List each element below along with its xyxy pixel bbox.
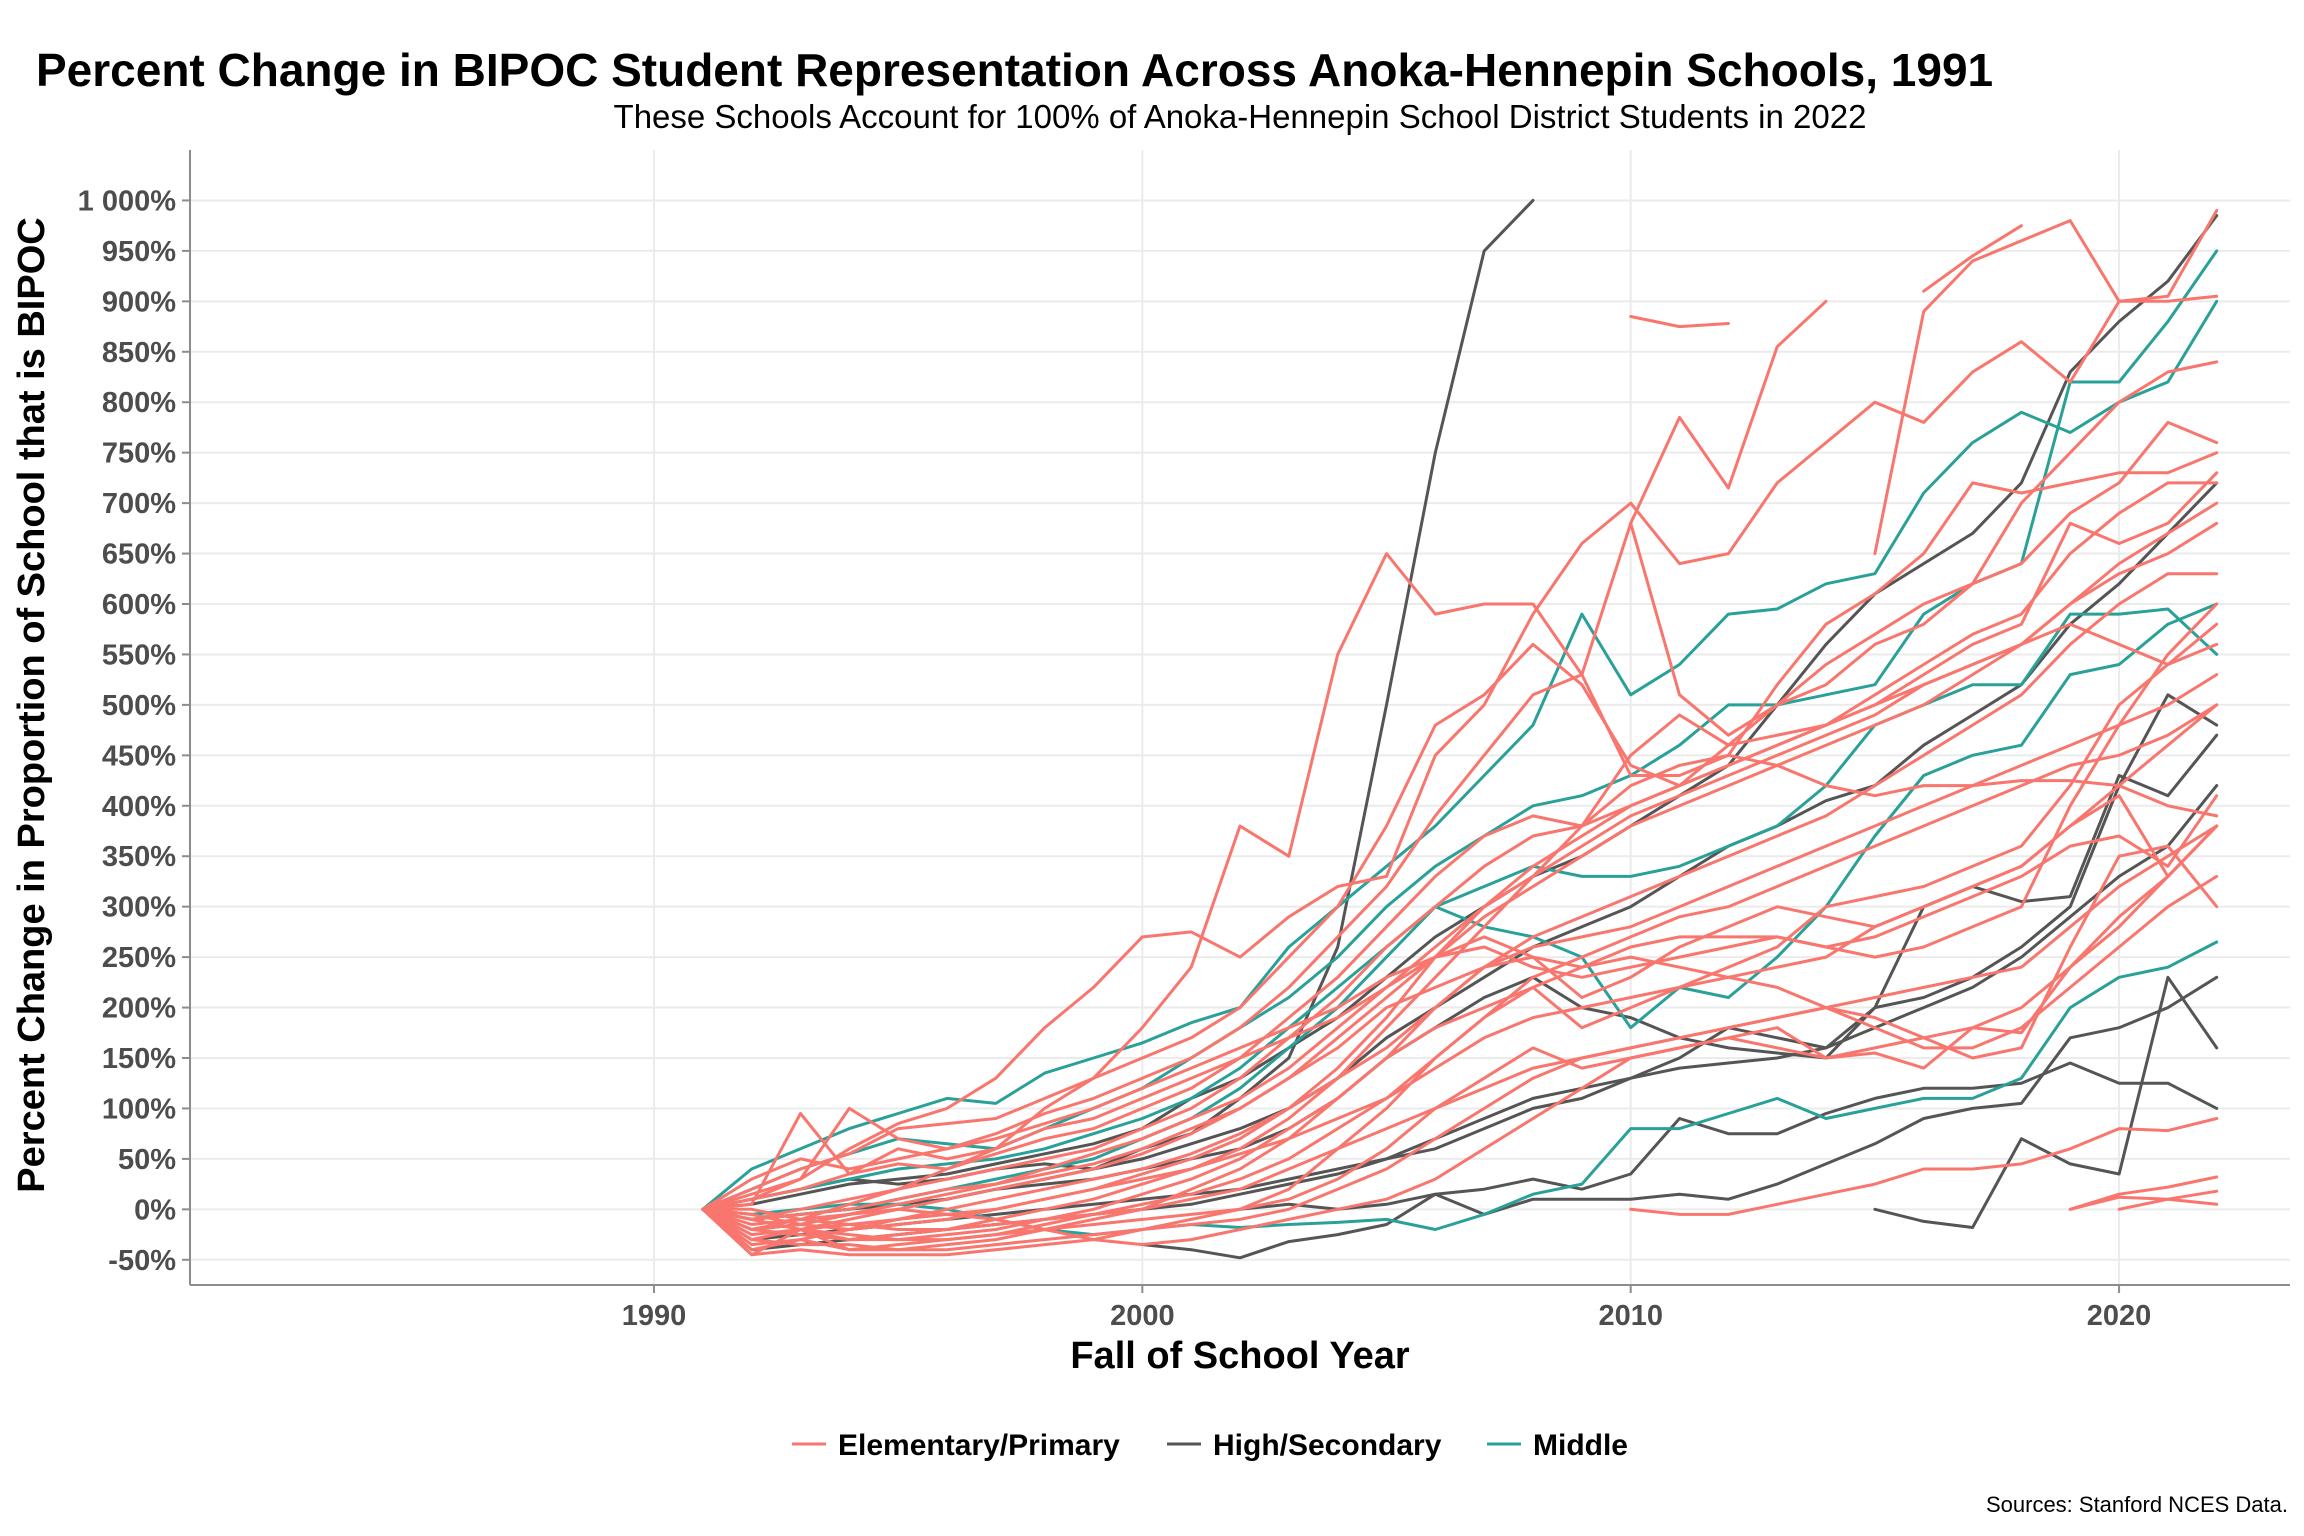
series-line-23 — [701, 481, 2219, 1221]
chart-title: Percent Change in BIPOC Student Represen… — [36, 44, 1993, 96]
series-line-6 — [1140, 1061, 2219, 1260]
y-tick-label-20: 950% — [102, 236, 176, 268]
y-tick-label-12: 550% — [102, 639, 176, 671]
series-line-41 — [1629, 1117, 2219, 1216]
y-tick-label-4: 150% — [102, 1043, 176, 1075]
series-line-16 — [1629, 315, 1730, 329]
series-line-8 — [1873, 975, 2219, 1229]
y-tick-label-0: -50% — [108, 1245, 176, 1277]
y-tick-label-1: 0% — [134, 1194, 176, 1226]
chart-subtitle: These Schools Account for 100% of Anoka-… — [614, 98, 1867, 135]
y-tick-label-21: 1 000% — [78, 185, 177, 217]
x-tick-label-2: 2010 — [1598, 1300, 1663, 1332]
y-tick-label-11: 500% — [102, 690, 176, 722]
series-line-18 — [1922, 224, 2023, 293]
series-line-44 — [2068, 1189, 2219, 1211]
legend-label-1: High/Secondary — [1213, 1429, 1442, 1462]
y-tick-label-8: 350% — [102, 841, 176, 873]
legend-label-2: Middle — [1533, 1429, 1628, 1462]
legend-label-0: Elementary/Primary — [838, 1429, 1120, 1462]
legend: Elementary/Primary High/Secondary Middle — [792, 1429, 1628, 1462]
series-line-40 — [701, 824, 2219, 1257]
gridlines — [190, 150, 2290, 1285]
y-tick-label-17: 800% — [102, 387, 176, 419]
series-line-25 — [701, 521, 2219, 1242]
chart-caption: Sources: Stanford NCES Data. — [1986, 1492, 2288, 1517]
y-tick-label-14: 650% — [102, 539, 176, 571]
series-line-37 — [701, 824, 2219, 1247]
series-lines — [701, 198, 2219, 1260]
y-tick-label-19: 900% — [102, 286, 176, 318]
x-tick-label-0: 1990 — [622, 1300, 687, 1332]
y-tick-label-6: 250% — [102, 942, 176, 974]
y-tick-label-13: 600% — [102, 589, 176, 621]
series-line-29 — [701, 673, 2219, 1252]
series-line-32 — [701, 794, 2219, 1211]
series-line-20 — [701, 420, 2219, 1211]
y-axis-title: Percent Change in Proportion of School t… — [11, 217, 53, 1192]
x-axis-title: Fall of School Year — [1070, 1335, 1410, 1377]
y-tick-label-9: 400% — [102, 791, 176, 823]
series-line-34 — [701, 642, 2219, 1242]
y-tick-label-18: 850% — [102, 337, 176, 369]
series-line-7 — [1238, 975, 2219, 1216]
x-tick-label-1: 2000 — [1110, 1300, 1175, 1332]
series-line-39 — [701, 844, 2219, 1252]
y-tick-label-10: 450% — [102, 740, 176, 772]
series-line-33 — [701, 602, 2219, 1221]
series-line-14 — [701, 294, 2219, 1211]
series-line-13 — [701, 940, 2219, 1237]
series-line-9 — [701, 299, 2219, 1211]
y-tick-label-16: 750% — [102, 438, 176, 470]
series-line-19 — [1873, 209, 2219, 556]
series-line-28 — [701, 622, 2219, 1237]
series-line-11 — [701, 607, 2219, 1211]
series-line-36 — [701, 824, 2219, 1231]
axes: -50% 0% 50% 100% 150% 200% 250% 300% 350% 400% 450… — [78, 150, 2290, 1332]
y-tick-label-5: 200% — [102, 993, 176, 1025]
y-tick-label-15: 700% — [102, 488, 176, 520]
series-line-22 — [701, 471, 2219, 1211]
series-line-17 — [1629, 299, 1828, 525]
series-line-1 — [701, 214, 2219, 1211]
x-tick-label-3: 2020 — [2087, 1300, 2152, 1332]
y-tick-label-2: 50% — [118, 1144, 176, 1176]
y-tick-label-7: 300% — [102, 892, 176, 924]
series-line-35 — [701, 703, 2219, 1231]
y-tick-label-3: 100% — [102, 1093, 176, 1125]
